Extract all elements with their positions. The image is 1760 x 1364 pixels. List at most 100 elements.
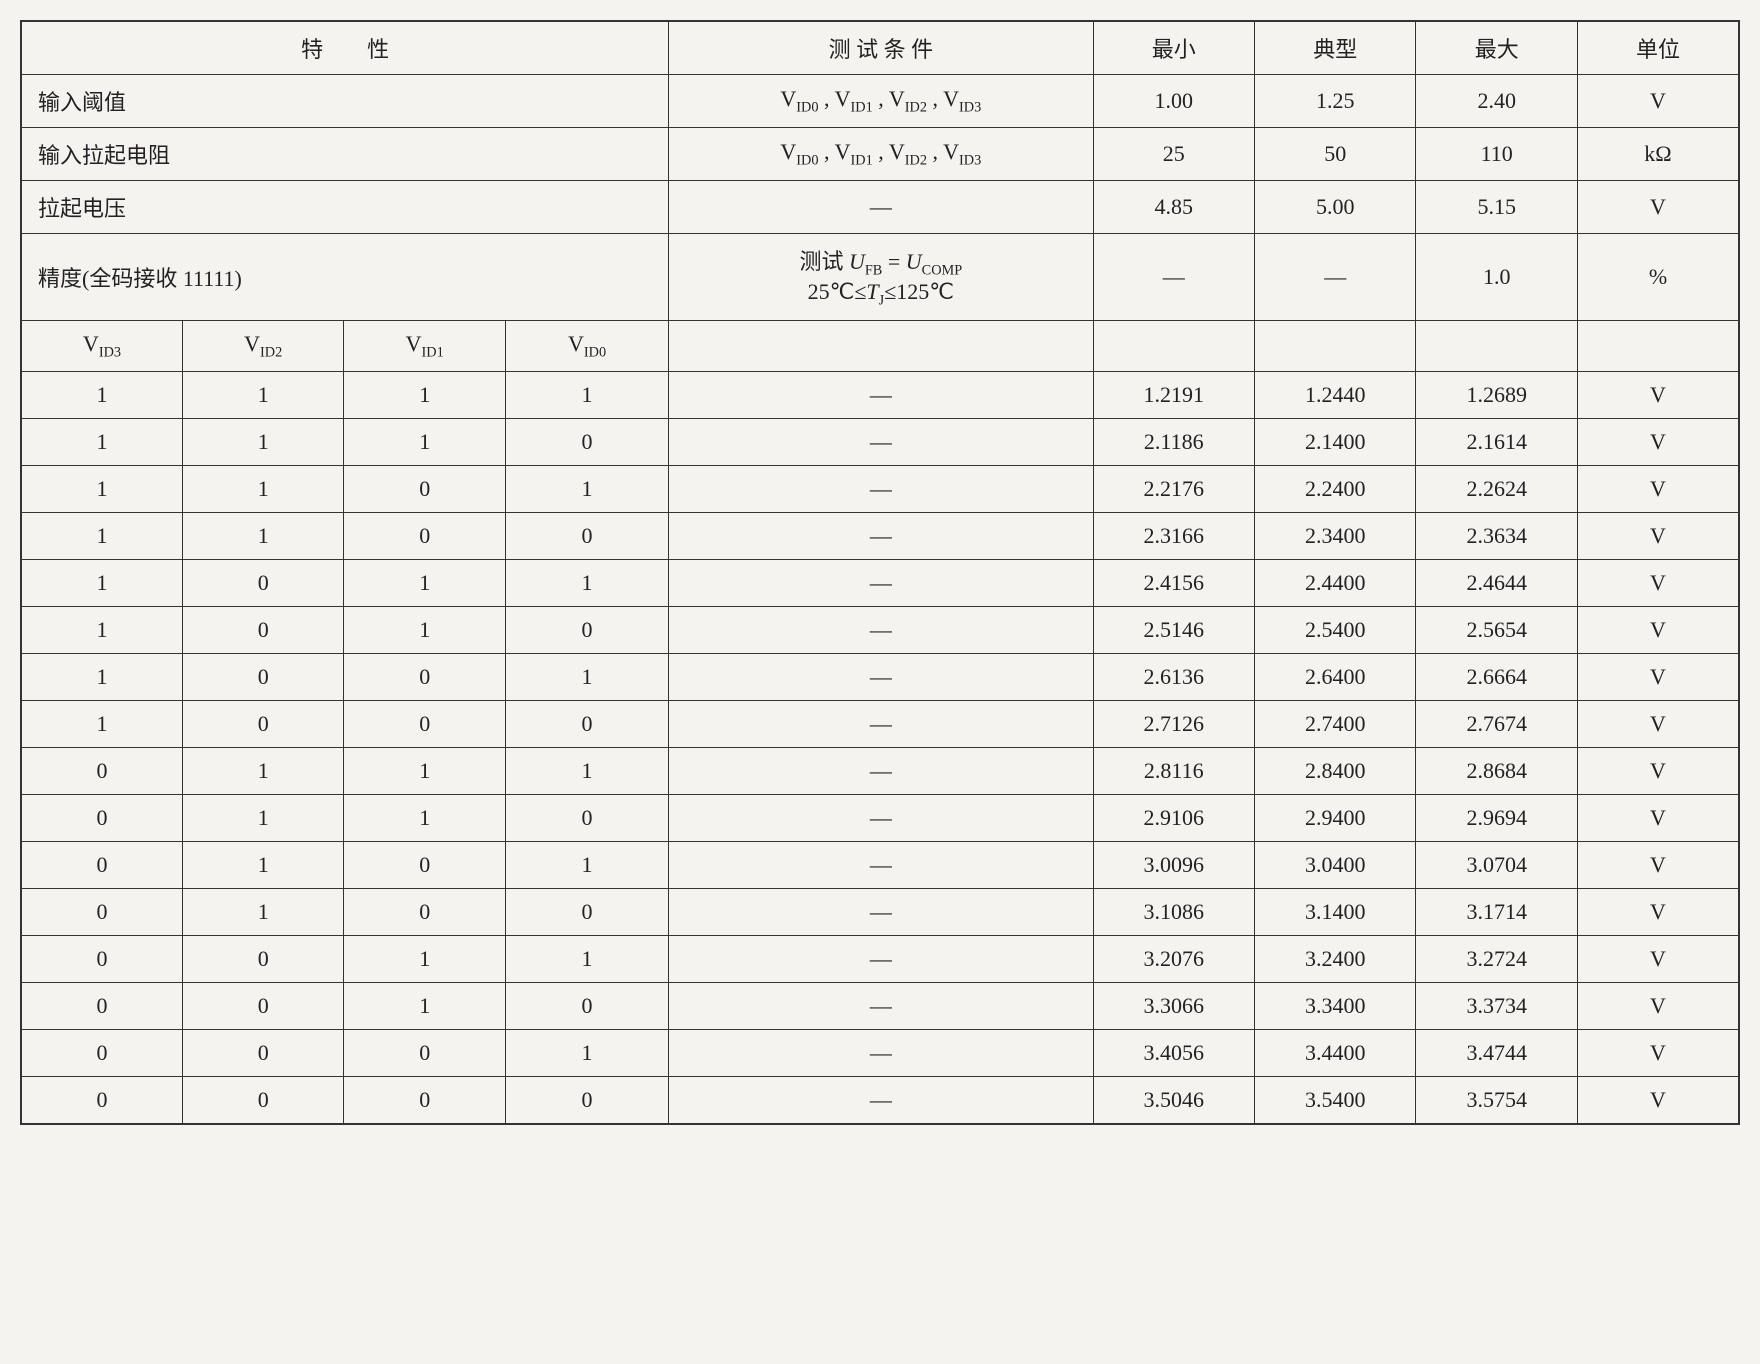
vid-min: 3.3066: [1093, 983, 1254, 1030]
vid-max: 3.5754: [1416, 1077, 1577, 1125]
vid-typ: 2.3400: [1254, 513, 1415, 560]
table-row: 1000—2.71262.74002.7674V: [21, 701, 1739, 748]
vid-bit-2: 1: [182, 748, 343, 795]
vid-min: 2.8116: [1093, 748, 1254, 795]
vid-bit-1: 1: [344, 795, 505, 842]
vid-cond: —: [669, 748, 1093, 795]
vid-typ: 2.4400: [1254, 560, 1415, 607]
vid-bit-1: 1: [344, 607, 505, 654]
vid-typ: 3.5400: [1254, 1077, 1415, 1125]
table-row: 0101—3.00963.04003.0704V: [21, 842, 1739, 889]
vid-bit-1: 1: [344, 372, 505, 419]
vid-cond: —: [669, 795, 1093, 842]
vid-col-0: VID0: [505, 320, 668, 371]
vid-min: 2.1186: [1093, 419, 1254, 466]
vid-bit-3: 0: [21, 983, 182, 1030]
vid-min: 3.0096: [1093, 842, 1254, 889]
vid-min: 3.1086: [1093, 889, 1254, 936]
vid-cond: —: [669, 701, 1093, 748]
spec-label: 输入阈值: [21, 75, 669, 128]
table-row: 0111—2.81162.84002.8684V: [21, 748, 1739, 795]
vid-bit-3: 0: [21, 936, 182, 983]
vid-cond: —: [669, 842, 1093, 889]
vid-bit-2: 0: [182, 1077, 343, 1125]
table-row: 1100—2.31662.34002.3634V: [21, 513, 1739, 560]
col-typ: 典型: [1254, 21, 1415, 75]
spec-row: 拉起电压—4.855.005.15V: [21, 181, 1739, 234]
spec-typ: 1.25: [1254, 75, 1415, 128]
header-row: 特 性测 试 条 件最小典型最大单位: [21, 21, 1739, 75]
col-condition: 测 试 条 件: [669, 21, 1093, 75]
vid-cond: —: [669, 607, 1093, 654]
vid-typ: 3.4400: [1254, 1030, 1415, 1077]
spec-min: 1.00: [1093, 75, 1254, 128]
vid-max: 2.5654: [1416, 607, 1577, 654]
vid-bit-1: 1: [344, 748, 505, 795]
vid-bit-0: 0: [505, 419, 668, 466]
vid-unit: V: [1577, 1030, 1739, 1077]
vid-typ: 3.0400: [1254, 842, 1415, 889]
vid-cond: —: [669, 560, 1093, 607]
vid-col-1: VID1: [344, 320, 505, 371]
vid-cond: —: [669, 889, 1093, 936]
vid-cond: —: [669, 372, 1093, 419]
vid-unit: V: [1577, 513, 1739, 560]
vid-bit-2: 0: [182, 1030, 343, 1077]
vid-bit-0: 1: [505, 748, 668, 795]
vid-col-3: VID3: [21, 320, 182, 371]
vid-bit-2: 0: [182, 654, 343, 701]
vid-max: 3.4744: [1416, 1030, 1577, 1077]
spec-row: 输入拉起电阻VID0 , VID1 , VID2 , VID32550110kΩ: [21, 128, 1739, 181]
vid-bit-1: 1: [344, 419, 505, 466]
vid-unit: V: [1577, 936, 1739, 983]
table-row: 0010—3.30663.34003.3734V: [21, 983, 1739, 1030]
vid-bit-2: 1: [182, 466, 343, 513]
spec-label: 拉起电压: [21, 181, 669, 234]
vid-bit-0: 1: [505, 654, 668, 701]
vid-bit-3: 0: [21, 1030, 182, 1077]
vid-min: 2.7126: [1093, 701, 1254, 748]
vid-bit-3: 0: [21, 842, 182, 889]
vid-bit-0: 1: [505, 842, 668, 889]
vid-bit-3: 0: [21, 748, 182, 795]
vid-col-2: VID2: [182, 320, 343, 371]
vid-bit-2: 1: [182, 513, 343, 560]
table-row: 1101—2.21762.24002.2624V: [21, 466, 1739, 513]
vid-unit: V: [1577, 795, 1739, 842]
vid-typ: 3.1400: [1254, 889, 1415, 936]
spec-table: 特 性测 试 条 件最小典型最大单位输入阈值VID0 , VID1 , VID2…: [20, 20, 1740, 1125]
col-min: 最小: [1093, 21, 1254, 75]
vid-bit-1: 0: [344, 842, 505, 889]
vid-typ: 2.8400: [1254, 748, 1415, 795]
vid-bit-0: 1: [505, 372, 668, 419]
spec-unit: kΩ: [1577, 128, 1739, 181]
vid-min: 1.2191: [1093, 372, 1254, 419]
spec-min: 25: [1093, 128, 1254, 181]
spec-condition: 测试 UFB = UCOMP25℃≤TJ≤125℃: [669, 234, 1093, 321]
vid-max: 3.0704: [1416, 842, 1577, 889]
vid-bit-1: 0: [344, 513, 505, 560]
vid-max: 2.7674: [1416, 701, 1577, 748]
vid-bit-3: 1: [21, 513, 182, 560]
spec-condition: VID0 , VID1 , VID2 , VID3: [669, 75, 1093, 128]
vid-cond: —: [669, 419, 1093, 466]
spec-typ: 50: [1254, 128, 1415, 181]
vid-max: 2.2624: [1416, 466, 1577, 513]
vid-bit-0: 0: [505, 983, 668, 1030]
vid-bit-0: 1: [505, 560, 668, 607]
vid-bit-3: 1: [21, 372, 182, 419]
vid-bit-2: 1: [182, 419, 343, 466]
table-row: 0000—3.50463.54003.5754V: [21, 1077, 1739, 1125]
vid-cond: —: [669, 1077, 1093, 1125]
vid-bit-2: 1: [182, 372, 343, 419]
vid-bit-1: 0: [344, 889, 505, 936]
vid-bit-2: 0: [182, 983, 343, 1030]
vid-typ: 2.9400: [1254, 795, 1415, 842]
empty: [1254, 320, 1415, 371]
vid-bit-2: 1: [182, 842, 343, 889]
vid-bit-1: 0: [344, 701, 505, 748]
spec-max: 2.40: [1416, 75, 1577, 128]
vid-max: 2.8684: [1416, 748, 1577, 795]
spec-condition: VID0 , VID1 , VID2 , VID3: [669, 128, 1093, 181]
vid-max: 2.6664: [1416, 654, 1577, 701]
